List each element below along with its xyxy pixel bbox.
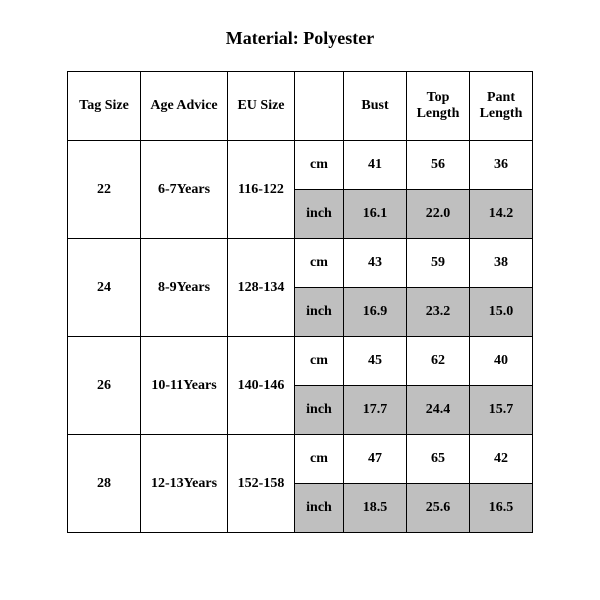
cell-tag-size: 26 xyxy=(68,337,141,435)
cell-bust-cm: 43 xyxy=(344,239,407,288)
cell-bust-inch: 17.7 xyxy=(344,386,407,435)
cell-unit-inch: inch xyxy=(295,386,344,435)
table-row: 26 10-11Years 140-146 cm 45 62 40 xyxy=(68,337,533,386)
table-row: 24 8-9Years 128-134 cm 43 59 38 xyxy=(68,239,533,288)
cell-top-inch: 24.4 xyxy=(407,386,470,435)
cell-bust-cm: 41 xyxy=(344,141,407,190)
cell-pant-inch: 15.0 xyxy=(470,288,533,337)
cell-unit-cm: cm xyxy=(295,337,344,386)
cell-top-inch: 23.2 xyxy=(407,288,470,337)
cell-top-inch: 25.6 xyxy=(407,484,470,533)
cell-top-cm: 62 xyxy=(407,337,470,386)
cell-tag-size: 24 xyxy=(68,239,141,337)
size-table: Tag Size Age Advice EU Size Bust Top Len… xyxy=(67,71,533,533)
header-pant-length: Pant Length xyxy=(470,72,533,141)
header-age-advice: Age Advice xyxy=(141,72,228,141)
cell-bust-cm: 47 xyxy=(344,435,407,484)
table-header-row: Tag Size Age Advice EU Size Bust Top Len… xyxy=(68,72,533,141)
cell-unit-inch: inch xyxy=(295,484,344,533)
cell-top-cm: 56 xyxy=(407,141,470,190)
cell-top-inch: 22.0 xyxy=(407,190,470,239)
cell-age-advice: 12-13Years xyxy=(141,435,228,533)
cell-bust-cm: 45 xyxy=(344,337,407,386)
cell-eu-size: 140-146 xyxy=(228,337,295,435)
cell-unit-inch: inch xyxy=(295,288,344,337)
header-tag-size: Tag Size xyxy=(68,72,141,141)
cell-tag-size: 28 xyxy=(68,435,141,533)
material-title: Material: Polyester xyxy=(0,0,600,71)
table-row: 22 6-7Years 116-122 cm 41 56 36 xyxy=(68,141,533,190)
cell-unit-cm: cm xyxy=(295,435,344,484)
cell-pant-cm: 38 xyxy=(470,239,533,288)
cell-age-advice: 6-7Years xyxy=(141,141,228,239)
header-unit xyxy=(295,72,344,141)
cell-pant-cm: 36 xyxy=(470,141,533,190)
cell-unit-cm: cm xyxy=(295,141,344,190)
cell-eu-size: 152-158 xyxy=(228,435,295,533)
header-top-length: Top Length xyxy=(407,72,470,141)
cell-age-advice: 8-9Years xyxy=(141,239,228,337)
cell-top-cm: 65 xyxy=(407,435,470,484)
cell-bust-inch: 16.1 xyxy=(344,190,407,239)
cell-unit-inch: inch xyxy=(295,190,344,239)
header-eu-size: EU Size xyxy=(228,72,295,141)
cell-bust-inch: 18.5 xyxy=(344,484,407,533)
header-bust: Bust xyxy=(344,72,407,141)
table-row: 28 12-13Years 152-158 cm 47 65 42 xyxy=(68,435,533,484)
cell-age-advice: 10-11Years xyxy=(141,337,228,435)
cell-pant-inch: 15.7 xyxy=(470,386,533,435)
cell-bust-inch: 16.9 xyxy=(344,288,407,337)
cell-pant-inch: 16.5 xyxy=(470,484,533,533)
cell-tag-size: 22 xyxy=(68,141,141,239)
cell-eu-size: 128-134 xyxy=(228,239,295,337)
cell-eu-size: 116-122 xyxy=(228,141,295,239)
cell-pant-cm: 40 xyxy=(470,337,533,386)
cell-pant-cm: 42 xyxy=(470,435,533,484)
cell-pant-inch: 14.2 xyxy=(470,190,533,239)
cell-top-cm: 59 xyxy=(407,239,470,288)
cell-unit-cm: cm xyxy=(295,239,344,288)
